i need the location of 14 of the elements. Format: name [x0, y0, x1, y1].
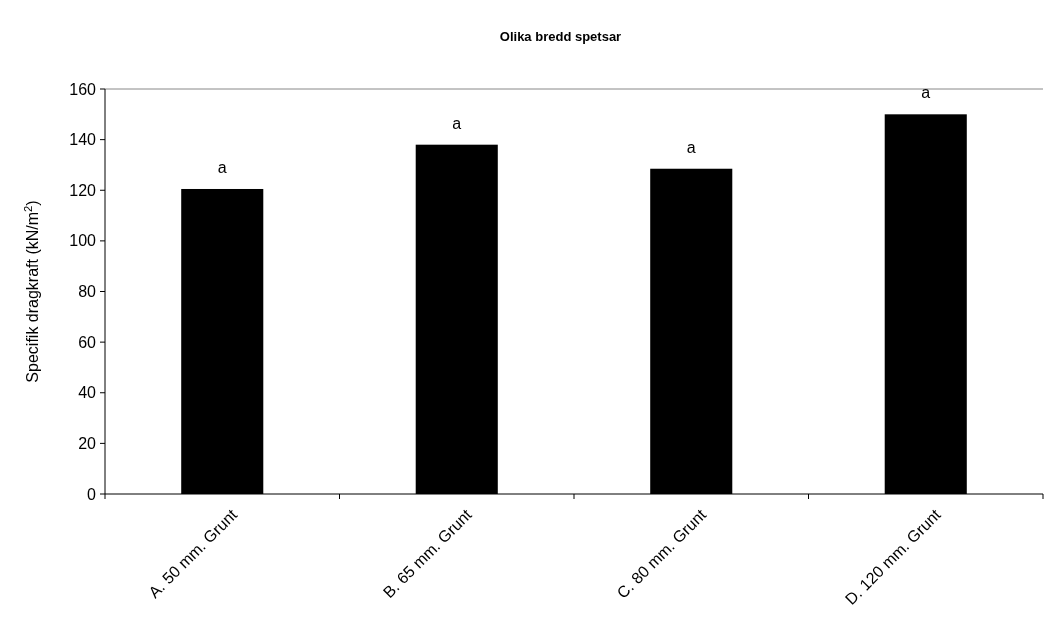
chart-title: Olika bredd spetsar — [499, 29, 622, 44]
y-tick-label: 140 — [69, 131, 97, 149]
annotation: a — [686, 138, 696, 156]
y-tick-label: 20 — [78, 434, 97, 452]
y-tick-label: 60 — [78, 333, 97, 351]
annotation: a — [452, 114, 462, 132]
y-tick-label: 120 — [69, 181, 97, 199]
annotation: a — [921, 84, 931, 102]
annotation: a — [217, 158, 227, 176]
y-tick-label: 100 — [69, 232, 97, 250]
y-tick-label: 40 — [78, 384, 97, 402]
y-tick-label: 160 — [69, 80, 97, 98]
y-tick-label: 80 — [78, 283, 97, 301]
y-tick-label: 0 — [87, 485, 97, 503]
